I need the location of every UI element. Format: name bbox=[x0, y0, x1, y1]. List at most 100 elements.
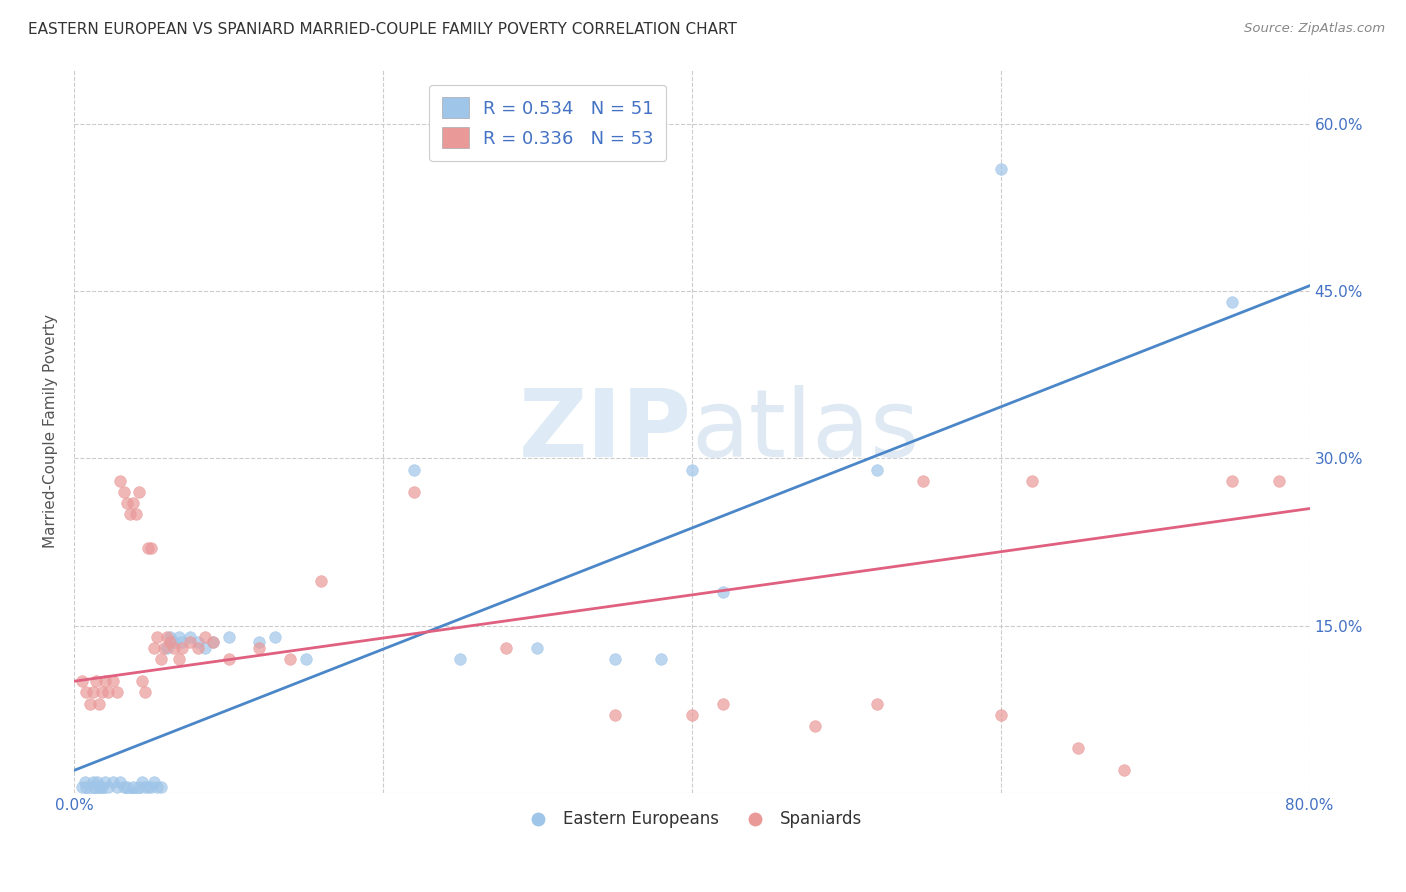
Point bbox=[167, 652, 190, 666]
Point bbox=[294, 652, 316, 666]
Point bbox=[134, 780, 156, 794]
Point bbox=[1067, 741, 1090, 756]
Point bbox=[650, 652, 672, 666]
Point bbox=[131, 774, 153, 789]
Point bbox=[84, 674, 107, 689]
Point bbox=[1021, 474, 1043, 488]
Point bbox=[82, 685, 104, 699]
Point bbox=[218, 652, 240, 666]
Point bbox=[134, 685, 156, 699]
Point bbox=[105, 685, 128, 699]
Point bbox=[526, 640, 548, 655]
Point bbox=[87, 780, 110, 794]
Point bbox=[121, 496, 143, 510]
Point bbox=[115, 496, 138, 510]
Point bbox=[118, 507, 141, 521]
Point bbox=[143, 774, 166, 789]
Point bbox=[79, 697, 101, 711]
Point bbox=[681, 707, 703, 722]
Text: atlas: atlas bbox=[692, 384, 920, 476]
Point bbox=[402, 462, 425, 476]
Point bbox=[82, 774, 104, 789]
Point bbox=[86, 774, 108, 789]
Point bbox=[90, 780, 112, 794]
Point bbox=[912, 474, 935, 488]
Point bbox=[990, 161, 1012, 176]
Point bbox=[187, 640, 209, 655]
Legend: Eastern Europeans, Spaniards: Eastern Europeans, Spaniards bbox=[515, 804, 869, 835]
Text: Source: ZipAtlas.com: Source: ZipAtlas.com bbox=[1244, 22, 1385, 36]
Point bbox=[152, 640, 174, 655]
Point bbox=[97, 780, 120, 794]
Point bbox=[101, 674, 124, 689]
Point bbox=[79, 786, 101, 800]
Point bbox=[603, 707, 626, 722]
Point bbox=[1220, 295, 1243, 310]
Point bbox=[194, 640, 217, 655]
Point bbox=[94, 774, 117, 789]
Point bbox=[402, 484, 425, 499]
Point bbox=[146, 780, 169, 794]
Point bbox=[121, 780, 143, 794]
Point bbox=[112, 780, 135, 794]
Point bbox=[110, 474, 132, 488]
Point bbox=[112, 484, 135, 499]
Point bbox=[1220, 474, 1243, 488]
Point bbox=[309, 574, 332, 588]
Point bbox=[866, 697, 889, 711]
Point bbox=[125, 786, 148, 800]
Point bbox=[187, 635, 209, 649]
Point bbox=[75, 685, 97, 699]
Point bbox=[115, 780, 138, 794]
Point bbox=[804, 719, 827, 733]
Point bbox=[128, 484, 150, 499]
Point bbox=[87, 697, 110, 711]
Point bbox=[1114, 764, 1136, 778]
Point bbox=[125, 507, 148, 521]
Point bbox=[141, 541, 163, 555]
Point bbox=[603, 652, 626, 666]
Point bbox=[163, 635, 186, 649]
Point bbox=[866, 462, 889, 476]
Point bbox=[118, 786, 141, 800]
Point bbox=[146, 630, 169, 644]
Point bbox=[156, 630, 179, 644]
Point bbox=[172, 640, 194, 655]
Point bbox=[75, 780, 97, 794]
Point bbox=[110, 774, 132, 789]
Point bbox=[218, 630, 240, 644]
Point bbox=[179, 635, 201, 649]
Point bbox=[202, 635, 225, 649]
Y-axis label: Married-Couple Family Poverty: Married-Couple Family Poverty bbox=[44, 314, 58, 548]
Point bbox=[159, 635, 181, 649]
Point bbox=[73, 774, 96, 789]
Point bbox=[711, 585, 734, 599]
Point bbox=[89, 786, 111, 800]
Point bbox=[449, 652, 471, 666]
Point bbox=[1267, 474, 1289, 488]
Point bbox=[101, 774, 124, 789]
Point bbox=[278, 652, 301, 666]
Point bbox=[83, 780, 105, 794]
Point bbox=[163, 640, 186, 655]
Point bbox=[94, 674, 117, 689]
Point bbox=[141, 780, 163, 794]
Point bbox=[136, 780, 159, 794]
Point bbox=[136, 541, 159, 555]
Point bbox=[681, 462, 703, 476]
Point bbox=[131, 674, 153, 689]
Point bbox=[156, 640, 179, 655]
Point bbox=[167, 630, 190, 644]
Point bbox=[179, 630, 201, 644]
Point bbox=[202, 635, 225, 649]
Point bbox=[105, 780, 128, 794]
Text: EASTERN EUROPEAN VS SPANIARD MARRIED-COUPLE FAMILY POVERTY CORRELATION CHART: EASTERN EUROPEAN VS SPANIARD MARRIED-COU… bbox=[28, 22, 737, 37]
Point bbox=[247, 640, 270, 655]
Point bbox=[159, 630, 181, 644]
Point bbox=[194, 630, 217, 644]
Point bbox=[143, 640, 166, 655]
Point bbox=[990, 707, 1012, 722]
Point bbox=[263, 630, 285, 644]
Point bbox=[172, 635, 194, 649]
Text: ZIP: ZIP bbox=[519, 384, 692, 476]
